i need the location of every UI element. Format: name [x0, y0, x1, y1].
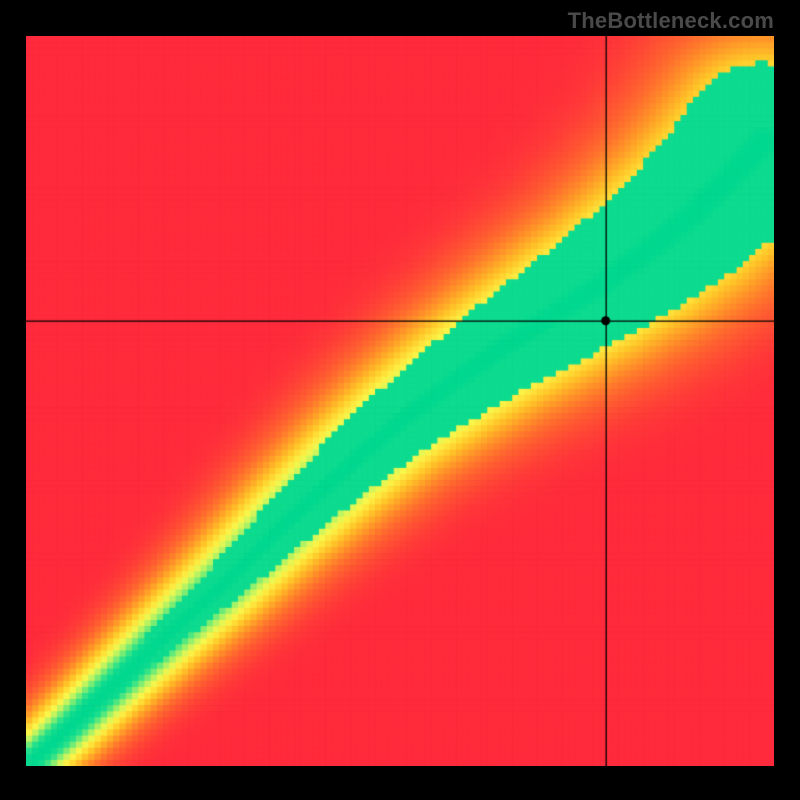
outer-frame: TheBottleneck.com — [0, 0, 800, 800]
watermark-text: TheBottleneck.com — [568, 8, 774, 34]
heatmap-canvas — [26, 36, 774, 766]
